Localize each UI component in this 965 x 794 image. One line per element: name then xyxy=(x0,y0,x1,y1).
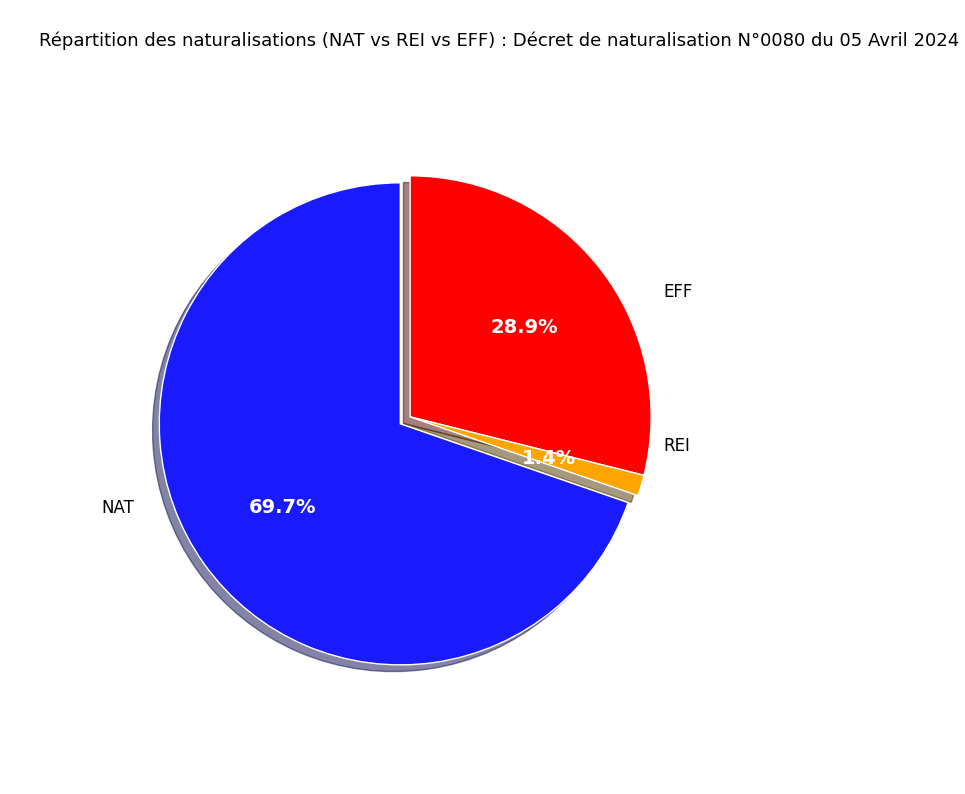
Text: NAT: NAT xyxy=(101,499,134,518)
Text: EFF: EFF xyxy=(663,283,693,300)
Text: Répartition des naturalisations (NAT vs REI vs EFF) : Décret de naturalisation N: Répartition des naturalisations (NAT vs … xyxy=(39,32,959,50)
Text: 1.4%: 1.4% xyxy=(522,449,576,468)
Text: REI: REI xyxy=(663,437,690,455)
Text: 69.7%: 69.7% xyxy=(249,499,317,517)
Wedge shape xyxy=(410,175,651,476)
Wedge shape xyxy=(159,183,628,665)
Wedge shape xyxy=(410,417,644,495)
Text: 28.9%: 28.9% xyxy=(490,318,558,337)
